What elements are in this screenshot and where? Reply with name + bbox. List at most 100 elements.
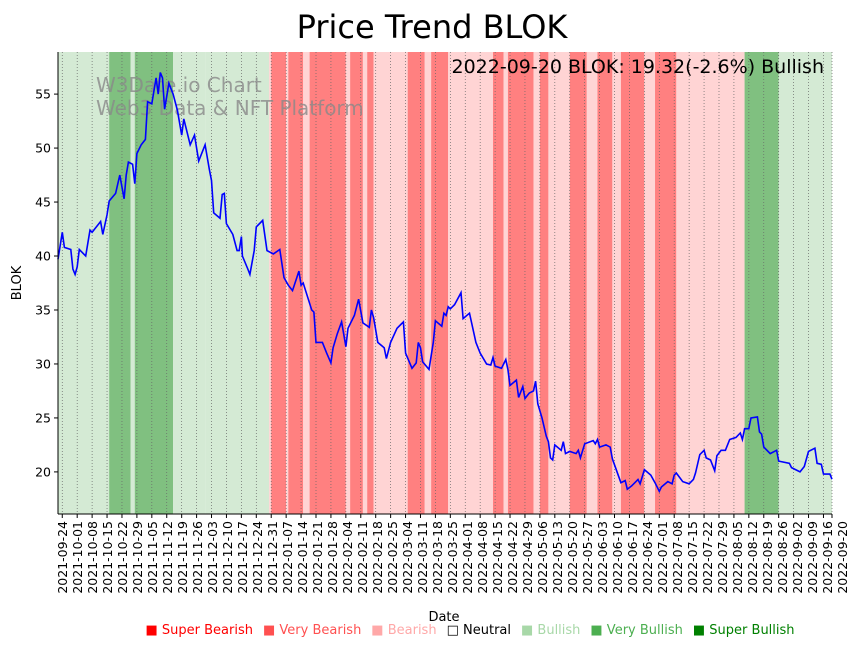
x-tick-label: 2022-02-18 — [370, 521, 385, 594]
x-tick-label: 2022-04-15 — [490, 521, 505, 594]
x-ticks: 2021-09-24 2021-10-01 2021-10-08 2021-10-15… — [55, 514, 850, 594]
x-tick-label: 2021-10-01 — [70, 521, 85, 594]
band-bearish — [644, 52, 656, 514]
band-bearish — [533, 52, 540, 514]
x-tick-label: 2022-07-29 — [715, 521, 730, 594]
x-tick-label: 2022-05-13 — [550, 521, 565, 594]
band-bearish — [362, 52, 368, 514]
x-tick-label: 2022-01-28 — [325, 521, 340, 594]
x-tick-label: 2021-12-10 — [220, 521, 235, 594]
x-tick-label: 2022-01-14 — [295, 521, 310, 594]
band-bearish — [586, 52, 598, 514]
legend-item-bullish: ■ Bullish — [521, 623, 580, 638]
y-tick-label: 40 — [35, 249, 51, 264]
legend: ■ Super Bearish ■ Very Bearish ■ Bearish □ … — [146, 623, 795, 638]
band-bearish — [448, 52, 493, 514]
chart-title: Price Trend BLOK — [297, 8, 569, 46]
watermark-line-1: W3Date.io Chart — [96, 73, 262, 97]
band-very-bearish — [367, 52, 374, 514]
x-tick-label: 2022-03-04 — [400, 521, 415, 594]
band-very-bearish — [507, 52, 534, 514]
y-tick-label: 55 — [35, 87, 51, 102]
band-very-bearish — [655, 52, 677, 514]
x-tick-label: 2022-09-09 — [805, 521, 820, 594]
x-tick-label: 2022-06-03 — [595, 521, 610, 594]
legend-item-very-bearish: ■ Very Bearish — [263, 623, 361, 638]
x-tick-label: 2022-04-01 — [460, 521, 475, 594]
x-tick-label: 2022-08-12 — [745, 521, 760, 594]
band-bearish — [548, 52, 570, 514]
y-ticks: 20 25 30 35 40 45 50 55 — [35, 87, 58, 479]
band-bearish — [345, 52, 351, 514]
price-line — [57, 72, 833, 494]
x-tick-label: 2022-06-24 — [640, 521, 655, 594]
band-bearish — [303, 52, 310, 514]
band-very-bullish — [744, 52, 779, 514]
x-tick-label: 2022-01-07 — [280, 521, 295, 594]
x-tick-label: 2022-06-10 — [610, 521, 625, 594]
x-tick-label: 2021-11-05 — [145, 521, 160, 594]
band-bullish — [778, 52, 832, 514]
x-tick-label: 2021-10-29 — [130, 521, 145, 594]
band-bearish — [612, 52, 621, 514]
x-tick-label: 2022-09-02 — [790, 521, 805, 594]
x-tick-label: 2022-02-11 — [355, 521, 370, 594]
legend-item-very-bullish: ■ Very Bullish — [590, 623, 682, 638]
x-tick-label: 2022-07-08 — [670, 521, 685, 594]
x-tick-label: 2022-07-22 — [700, 521, 715, 594]
x-tick-label: 2021-12-17 — [235, 521, 250, 594]
x-tick-label: 2021-11-26 — [190, 521, 205, 594]
band-very-bearish — [539, 52, 549, 514]
x-tick-label: 2021-11-19 — [175, 521, 190, 594]
band-bearish — [269, 52, 272, 514]
band-very-bearish — [350, 52, 363, 514]
band-bearish — [503, 52, 508, 514]
x-tick-label: 2022-04-22 — [505, 521, 520, 594]
x-tick-label: 2021-10-15 — [100, 521, 115, 594]
band-bullish — [130, 52, 135, 514]
x-tick-label: 2021-10-08 — [85, 521, 100, 594]
band-bearish — [676, 52, 745, 514]
x-tick-label: 2022-05-20 — [565, 521, 580, 594]
x-tick-label: 2021-12-24 — [250, 521, 265, 594]
legend-item-bearish: ■ Bearish — [371, 623, 436, 638]
x-tick-label: 2021-11-12 — [160, 521, 175, 594]
watermark-line-2: Web3 Data & NFT Platform — [96, 96, 364, 120]
y-tick-label: 25 — [35, 410, 51, 425]
band-very-bearish — [271, 52, 287, 514]
x-axis-label: Date — [428, 610, 459, 625]
x-tick-label: 2022-03-18 — [430, 521, 445, 594]
x-tick-label: 2022-08-19 — [760, 521, 775, 594]
y-tick-label: 20 — [35, 464, 51, 479]
band-very-bullish — [109, 52, 131, 514]
band-very-bearish — [620, 52, 645, 514]
x-tick-label: 2022-02-04 — [340, 521, 355, 594]
band-very-bearish — [597, 52, 613, 514]
band-very-bearish — [407, 52, 425, 514]
x-tick-label: 2022-07-15 — [685, 521, 700, 594]
band-very-bearish — [569, 52, 587, 514]
x-tick-label: 2022-02-25 — [385, 521, 400, 594]
x-tick-label: 2022-05-06 — [535, 521, 550, 594]
x-tick-label: 2022-07-01 — [655, 521, 670, 594]
x-gridlines — [61, 52, 833, 514]
x-tick-label: 2022-05-27 — [580, 521, 595, 594]
x-tick-label: 2022-09-16 — [820, 521, 835, 594]
sentiment-bands — [58, 52, 832, 514]
x-tick-label: 2022-09-20 — [835, 521, 850, 594]
x-tick-label: 2022-08-05 — [730, 521, 745, 594]
band-bullish — [205, 52, 270, 514]
legend-item-super-bearish: ■ Super Bearish — [146, 623, 254, 638]
y-tick-label: 35 — [35, 302, 51, 317]
band-very-bullish — [134, 52, 174, 514]
y-tick-label: 50 — [35, 141, 51, 156]
x-tick-label: 2021-12-03 — [205, 521, 220, 594]
x-tick-label: 2022-06-17 — [625, 521, 640, 594]
x-tick-label: 2022-03-11 — [415, 521, 430, 594]
y-tick-label: 30 — [35, 356, 51, 371]
y-tick-label: 45 — [35, 195, 51, 210]
x-tick-label: 2022-01-21 — [310, 521, 325, 594]
legend-item-neutral: □ Neutral — [447, 623, 511, 638]
x-tick-label: 2021-12-31 — [265, 521, 280, 594]
